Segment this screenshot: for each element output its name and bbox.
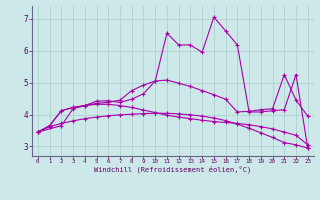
X-axis label: Windchill (Refroidissement éolien,°C): Windchill (Refroidissement éolien,°C) xyxy=(94,166,252,173)
